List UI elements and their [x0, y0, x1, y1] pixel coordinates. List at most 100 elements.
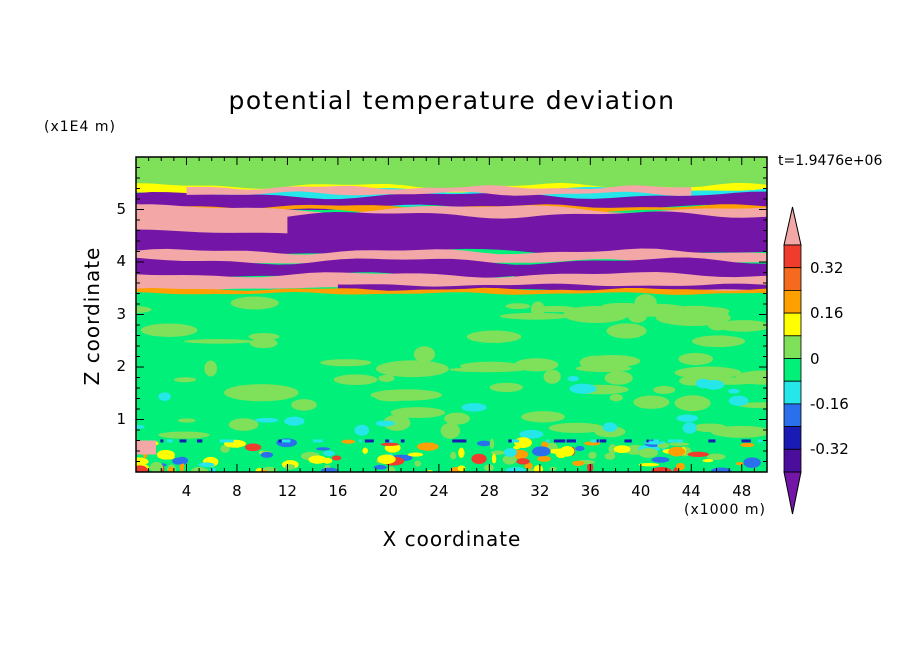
surface-patch [476, 440, 492, 447]
x-unit-label: (x1000 m) [684, 502, 766, 518]
surface-patch [233, 442, 241, 448]
patch-cyan [284, 416, 305, 426]
patch-cyan [728, 395, 749, 406]
colorbar-level [783, 358, 802, 382]
patch-lightgreen [136, 306, 152, 314]
surface-streak [281, 439, 291, 443]
x-tick-label: 40 [631, 482, 651, 500]
y-tick-label: 1 [116, 409, 126, 428]
patch-lightgreen [291, 399, 317, 411]
patch-lightgreen [606, 323, 647, 339]
patch-lightgreen [204, 360, 218, 377]
patch-lightgreen [710, 425, 767, 438]
surface-patch [588, 451, 597, 459]
surface-patch [524, 462, 533, 470]
surface-streak [603, 439, 607, 443]
patch-cyan [254, 417, 279, 423]
surface-patch [490, 450, 506, 455]
x-tick-label: 12 [277, 482, 297, 500]
patch-lightgreen [413, 346, 436, 363]
patch-lightgreen [173, 377, 197, 383]
surface-streak [675, 439, 684, 443]
surface-patch [706, 453, 726, 460]
surface-streak [596, 439, 599, 443]
surface-streak [667, 439, 675, 443]
surface-patch [651, 456, 670, 463]
surface-patch [341, 439, 356, 444]
surface-patch [491, 453, 497, 464]
surface-patch [167, 466, 174, 472]
patch-lightgreen [140, 323, 198, 337]
surface-streak [624, 439, 632, 443]
surface-patch [416, 442, 439, 451]
surface-patch [471, 453, 487, 464]
patch-cyan [461, 403, 487, 412]
surface-streak [653, 439, 659, 443]
patch-lightgreen [177, 418, 196, 423]
patch-lightgreen [548, 422, 605, 434]
surface-patch [541, 441, 549, 449]
colorbar-tick-label: 0 [810, 349, 820, 368]
patch-lightgreen [735, 370, 767, 385]
colorbar-tick-label: -0.16 [810, 394, 849, 413]
surface-patch [513, 445, 521, 450]
y-tick-label: 4 [116, 252, 126, 270]
colorbar-level [783, 312, 802, 337]
time-label: t=1.9476e+06 [778, 153, 883, 169]
surface-streak [198, 439, 202, 443]
patch-cyan [569, 386, 590, 392]
patch-lightgreen [489, 382, 524, 393]
x-tick-label: 4 [181, 482, 192, 500]
patch-lightgreen [716, 320, 767, 332]
patch-lightgreen [609, 393, 623, 402]
patch-lightgreen [674, 395, 711, 412]
surface-streak [219, 439, 226, 443]
chart-title: potential temperature deviation [228, 86, 676, 115]
surface-streak [224, 439, 234, 443]
patch-lightgreen [374, 391, 410, 402]
patch-lightgreen [514, 358, 559, 372]
surface-patch [638, 447, 658, 458]
patch-lightgreen [563, 306, 629, 324]
patch-lightgreen [390, 390, 404, 395]
patch-cyan [375, 420, 396, 427]
surface-streak [741, 439, 751, 443]
surface-streak [278, 439, 285, 443]
patch-cyan [519, 429, 544, 439]
surface-patch [136, 457, 149, 466]
surface-streak [452, 439, 458, 443]
patch-lightgreen [505, 303, 531, 310]
surface-patch [710, 467, 732, 472]
surface-patch [284, 464, 296, 470]
colorbar-top-arrow [783, 206, 802, 246]
colorbar-bottom-arrow [783, 471, 802, 515]
surface-streak [166, 439, 173, 443]
surface-patch [651, 466, 672, 472]
patch-cyan [158, 392, 171, 401]
surface-patch [308, 455, 327, 464]
patch-lightgreen [499, 312, 571, 320]
surface-patch [537, 455, 551, 462]
patch-lightgreen [383, 414, 411, 431]
patch-lightgreen [333, 374, 378, 385]
surface-streak [508, 439, 512, 443]
surface-patch [604, 452, 616, 460]
x-axis-label: X coordinate [382, 527, 522, 551]
patch-lightgreen [634, 294, 657, 311]
colorbar-level [783, 335, 802, 359]
colorbar-level [783, 380, 802, 405]
surface-streak [400, 439, 405, 443]
y-tick-label: 3 [116, 304, 126, 323]
y-tick-label: 5 [116, 199, 126, 218]
surface-streak [708, 439, 716, 443]
band-pink-top [186, 185, 692, 196]
surface-patch [457, 465, 466, 472]
surface-patch [323, 450, 335, 457]
colorbar-tick-label: 0.32 [810, 258, 844, 277]
x-tick-label: 16 [328, 482, 348, 500]
surface-streak [560, 439, 566, 443]
surface-patch [450, 451, 457, 460]
patch-lightgreen [320, 359, 372, 367]
surface-streak [757, 439, 762, 443]
